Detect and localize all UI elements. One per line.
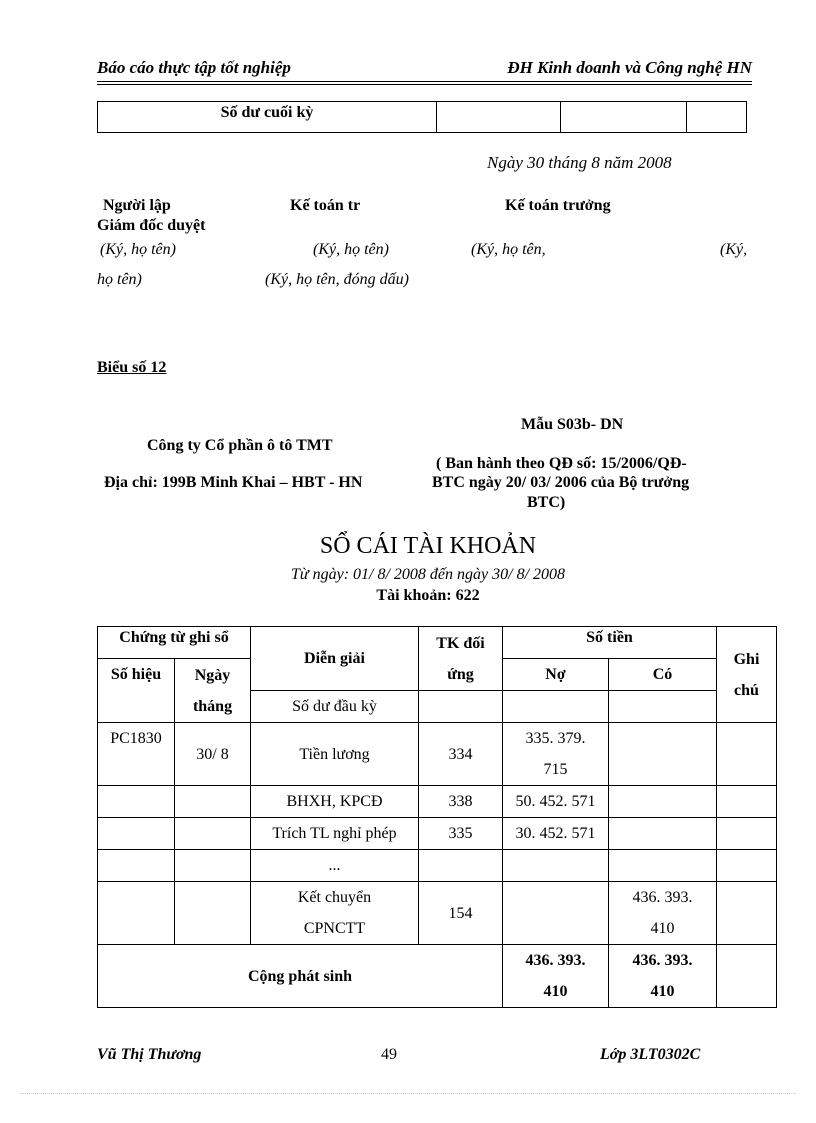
- opening-balance-label: Số dư đầu kỳ: [250, 690, 419, 723]
- header-date-line: Ngày: [194, 666, 231, 684]
- voucher-no: PC1830: [97, 722, 175, 786]
- exhibit-number: Biểu số 12: [97, 359, 167, 376]
- credit-line: 410: [650, 920, 675, 937]
- header-voucher: Chứng từ ghi sổ: [97, 626, 251, 659]
- header-contra-line: ứng: [447, 665, 474, 683]
- description: BHXH, KPCĐ: [250, 785, 419, 818]
- header-contra-line: TK đối: [436, 634, 485, 652]
- header-contra-account: TK đối ứng: [418, 626, 503, 691]
- table-row: Kết chuyển CPNCTT 154 436. 393. 410: [97, 881, 777, 945]
- credit: 436. 393. 410: [608, 881, 717, 945]
- header-amount: Số tiền: [502, 626, 717, 659]
- header-debit: Nợ: [502, 658, 609, 691]
- description-line: Kết chuyển: [297, 889, 372, 906]
- sig-note: (Ký,: [720, 241, 748, 258]
- header-note: Ghi chú: [716, 626, 777, 723]
- sig-title-preparer: Người lập: [103, 197, 171, 214]
- description: Kết chuyển CPNCTT: [250, 881, 419, 945]
- header-right: ĐH Kinh doanh và Công nghệ HN: [507, 58, 752, 77]
- sig-note: (Ký, họ tên, đóng dấu): [265, 271, 409, 288]
- company-name: Công ty Cổ phần ô tô TMT: [147, 437, 333, 454]
- sig-note: (Ký, họ tên): [313, 241, 389, 258]
- table-row: BHXH, KPCĐ 338 50. 452. 571: [97, 785, 777, 818]
- page-bottom-rule: [20, 1093, 796, 1094]
- description: ...: [250, 849, 419, 882]
- header-date-line: tháng: [192, 697, 233, 715]
- footer-class: Lớp 3LT0302C: [600, 1046, 701, 1063]
- sig-title-accountant: Kế toán tr: [290, 197, 361, 214]
- sig-note: (Ký, họ tên): [100, 241, 176, 258]
- company-address: Địa chỉ: 199B Minh Khai – HBT - HN: [104, 474, 363, 491]
- total-debit: 436. 393. 410: [502, 944, 609, 1008]
- debit: 335. 379. 715: [502, 722, 609, 786]
- ledger-table: Chứng từ ghi sổ Diễn giải TK đối ứng Số t…: [97, 626, 777, 1008]
- table-row: PC1830 30/ 8 Tiền lương 334 335. 379. 715: [97, 722, 777, 786]
- contra-account: 338: [418, 785, 503, 818]
- voucher-date: 30/ 8: [174, 722, 251, 786]
- header-note-line: Ghi: [733, 650, 760, 668]
- debit-line: 715: [543, 761, 568, 778]
- total-label: Cộng phát sinh: [97, 944, 503, 1008]
- footer-author: Vũ Thị Thương: [97, 1046, 202, 1063]
- debit: 50. 452. 571: [502, 785, 609, 818]
- form-issued: ( Ban hành theo QĐ số: 15/2006/QĐ-: [436, 455, 687, 472]
- contra-account: 335: [418, 817, 503, 850]
- credit-line: 436. 393.: [632, 889, 693, 906]
- ledger-title: SỔ CÁI TÀI KHOẢN: [319, 533, 537, 559]
- header-voucher-date: Ngày tháng: [174, 658, 251, 723]
- sig-note: họ tên): [97, 271, 142, 288]
- form-issued: BTC ngày 20/ 03/ 2006 của Bộ trưởng: [432, 474, 690, 491]
- header-left: Báo cáo thực tập tốt nghiệp: [97, 58, 291, 77]
- date-line: Ngày 30 tháng 8 năm 2008: [487, 153, 672, 172]
- form-code: Mẫu S03b- DN: [521, 416, 624, 433]
- sig-title-director: Giám đốc duyệt: [97, 217, 206, 234]
- total-row: Cộng phát sinh 436. 393. 410 436. 393. 410: [97, 944, 777, 1008]
- table-row: Trích TL nghỉ phép 335 30. 452. 571: [97, 817, 777, 850]
- header-description: Diễn giải: [250, 626, 419, 691]
- page-number: 49: [381, 1046, 397, 1063]
- total-credit: 436. 393. 410: [608, 944, 717, 1008]
- header-rule: [97, 84, 752, 85]
- closing-balance-label: Số dư cuối kỳ: [97, 101, 437, 133]
- total-credit-line: 410: [650, 983, 675, 1000]
- total-debit-line: 410: [543, 983, 568, 1000]
- table-row: ...: [97, 849, 777, 882]
- ledger-period: Từ ngày: 01/ 8/ 2008 đến ngày 30/ 8/ 200…: [290, 566, 566, 583]
- sig-note: (Ký, họ tên,: [471, 241, 546, 258]
- closing-balance-table: Số dư cuối kỳ: [97, 101, 747, 133]
- contra-account: 154: [418, 881, 503, 945]
- header-note-line: chú: [734, 681, 759, 699]
- ledger-account: Tài khoản: 622: [376, 587, 480, 604]
- description-line: CPNCTT: [303, 920, 366, 937]
- header-rule: [97, 81, 752, 82]
- sig-title-chief-accountant: Kế toán trưởng: [505, 197, 611, 214]
- total-credit-line: 436. 393.: [632, 952, 693, 969]
- header-voucher-no: Số hiệu: [97, 658, 175, 723]
- debit-line: 335. 379.: [525, 730, 586, 747]
- description: Trích TL nghỉ phép: [250, 817, 419, 850]
- total-debit-line: 436. 393.: [525, 952, 586, 969]
- header-credit: Có: [608, 658, 717, 691]
- form-issued: BTC): [527, 494, 566, 511]
- debit: 30. 452. 571: [502, 817, 609, 850]
- description: Tiền lương: [250, 722, 419, 786]
- contra-account: 334: [418, 722, 503, 786]
